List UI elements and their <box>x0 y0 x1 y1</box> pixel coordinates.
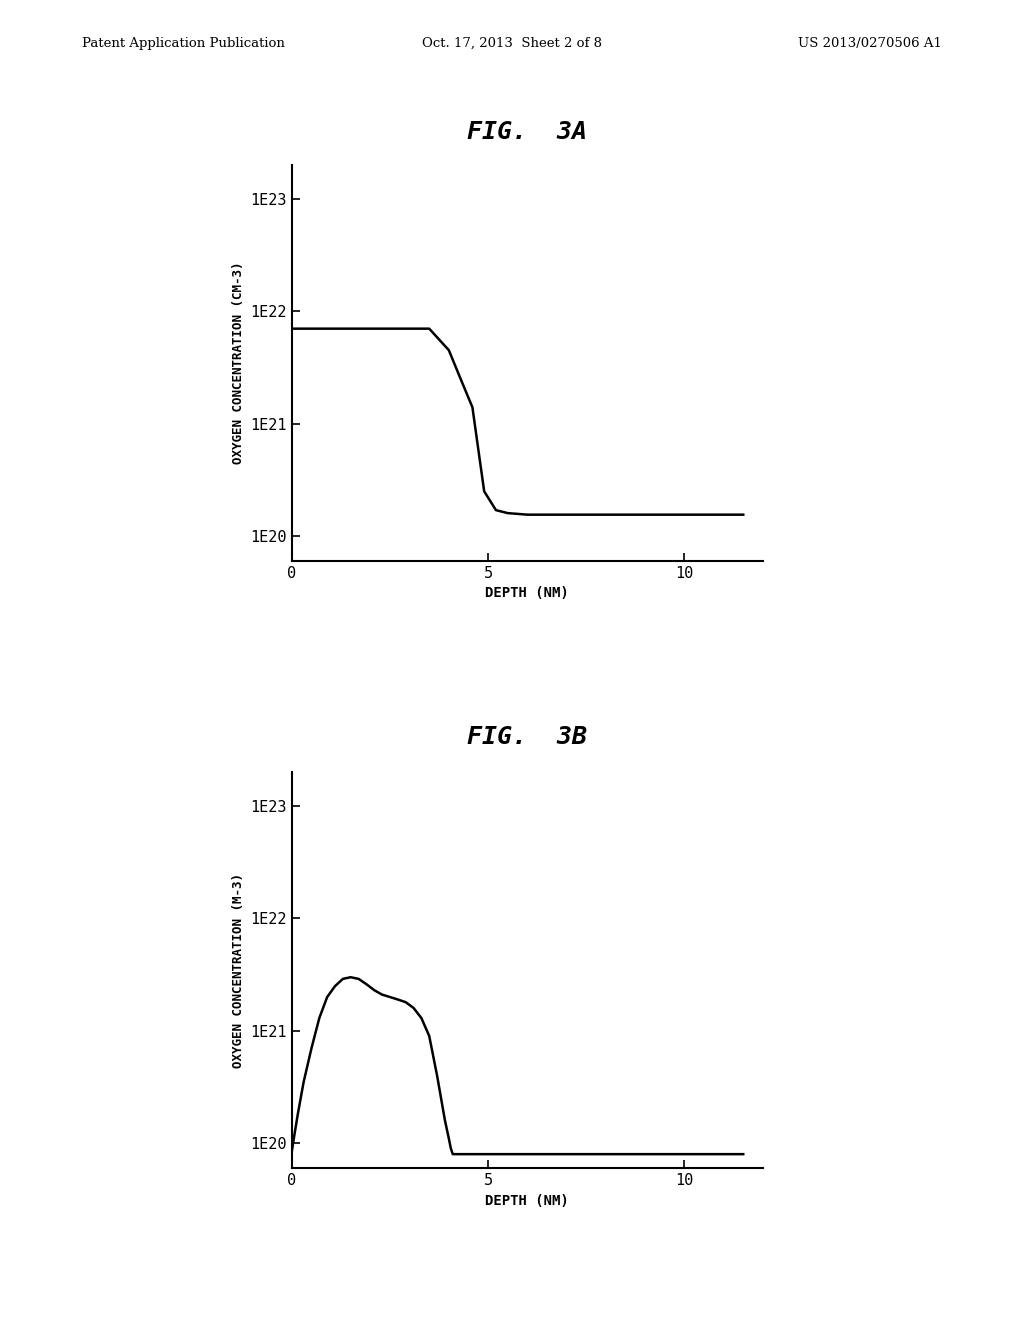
X-axis label: DEPTH (NM): DEPTH (NM) <box>485 586 569 601</box>
Text: Oct. 17, 2013  Sheet 2 of 8: Oct. 17, 2013 Sheet 2 of 8 <box>422 37 602 50</box>
Text: Patent Application Publication: Patent Application Publication <box>82 37 285 50</box>
Text: US 2013/0270506 A1: US 2013/0270506 A1 <box>798 37 942 50</box>
Y-axis label: OXYGEN CONCENTRATION (CM-3): OXYGEN CONCENTRATION (CM-3) <box>231 261 245 465</box>
Text: FIG.  3A: FIG. 3A <box>467 120 588 144</box>
X-axis label: DEPTH (NM): DEPTH (NM) <box>485 1193 569 1208</box>
Text: FIG.  3B: FIG. 3B <box>467 725 588 748</box>
Y-axis label: OXYGEN CONCENTRATION (M-3): OXYGEN CONCENTRATION (M-3) <box>231 873 245 1068</box>
